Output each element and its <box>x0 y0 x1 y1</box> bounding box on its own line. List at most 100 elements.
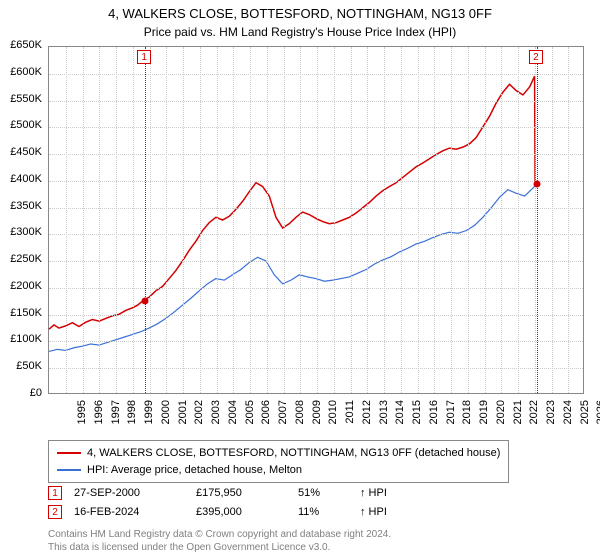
grid-line-h <box>49 208 583 209</box>
grid-line-v <box>384 47 385 393</box>
x-tick-label: 1998 <box>126 400 138 430</box>
event-price: £175,950 <box>196 484 286 503</box>
grid-line-v <box>367 47 368 393</box>
grid-line-v <box>99 47 100 393</box>
event-percent: 11% <box>298 503 348 522</box>
grid-line-v <box>83 47 84 393</box>
x-tick-label: 2007 <box>277 400 289 430</box>
y-tick-label: £550K <box>0 93 42 105</box>
grid-line-v <box>150 47 151 393</box>
x-tick-label: 1996 <box>93 400 105 430</box>
y-tick-label: £50K <box>0 360 42 372</box>
x-tick-label: 2010 <box>327 400 339 430</box>
legend: 4, WALKERS CLOSE, BOTTESFORD, NOTTINGHAM… <box>48 440 509 483</box>
grid-line-v <box>518 47 519 393</box>
legend-label: 4, WALKERS CLOSE, BOTTESFORD, NOTTINGHAM… <box>87 445 500 462</box>
x-tick-label: 2022 <box>528 400 540 430</box>
event-date: 16-FEB-2024 <box>74 503 184 522</box>
x-tick-label: 2008 <box>294 400 306 430</box>
y-tick-label: £250K <box>0 253 42 265</box>
grid-line-v <box>233 47 234 393</box>
grid-line-h <box>49 234 583 235</box>
x-tick-label: 2015 <box>411 400 423 430</box>
grid-line-v <box>217 47 218 393</box>
chart-container: 4, WALKERS CLOSE, BOTTESFORD, NOTTINGHAM… <box>0 0 600 560</box>
y-tick-label: £100K <box>0 333 42 345</box>
grid-line-h <box>49 315 583 316</box>
grid-line-v <box>133 47 134 393</box>
y-tick-label: £450K <box>0 146 42 158</box>
grid-line-v <box>183 47 184 393</box>
event-row: 127-SEP-2000£175,95051%↑ HPI <box>48 484 387 503</box>
grid-line-v <box>300 47 301 393</box>
x-tick-label: 2021 <box>512 400 524 430</box>
x-tick-label: 2018 <box>461 400 473 430</box>
legend-swatch <box>57 452 81 454</box>
grid-line-v <box>485 47 486 393</box>
x-tick-label: 2023 <box>545 400 557 430</box>
event-marker-box: 2 <box>529 50 543 64</box>
grid-line-h <box>49 154 583 155</box>
x-tick-label: 2002 <box>193 400 205 430</box>
grid-line-v <box>451 47 452 393</box>
y-tick-label: £150K <box>0 307 42 319</box>
legend-swatch <box>57 469 81 471</box>
grid-line-v <box>418 47 419 393</box>
x-tick-label: 2025 <box>579 400 591 430</box>
y-tick-label: £0 <box>0 387 42 399</box>
x-tick-label: 1995 <box>76 400 88 430</box>
legend-row: 4, WALKERS CLOSE, BOTTESFORD, NOTTINGHAM… <box>57 445 500 462</box>
grid-line-v <box>535 47 536 393</box>
grid-line-h <box>49 127 583 128</box>
grid-line-h <box>49 341 583 342</box>
grid-line-v <box>284 47 285 393</box>
grid-line-h <box>49 181 583 182</box>
grid-line-h <box>49 74 583 75</box>
x-tick-label: 2013 <box>378 400 390 430</box>
event-data-point <box>142 297 149 304</box>
x-tick-label: 2026 <box>595 400 600 430</box>
legend-label: HPI: Average price, detached house, Melt… <box>87 462 302 479</box>
event-percent: 51% <box>298 484 348 503</box>
y-tick-label: £350K <box>0 200 42 212</box>
y-tick-label: £300K <box>0 226 42 238</box>
grid-line-v <box>434 47 435 393</box>
footer-attribution: Contains HM Land Registry data © Crown c… <box>48 528 391 554</box>
x-tick-label: 2020 <box>495 400 507 430</box>
chart-subtitle: Price paid vs. HM Land Registry's House … <box>0 23 600 39</box>
x-tick-label: 1997 <box>110 400 122 430</box>
grid-line-v <box>552 47 553 393</box>
grid-line-v <box>166 47 167 393</box>
footer-line: This data is licensed under the Open Gov… <box>48 541 391 554</box>
grid-line-v <box>334 47 335 393</box>
y-tick-label: £400K <box>0 173 42 185</box>
events-table: 127-SEP-2000£175,95051%↑ HPI216-FEB-2024… <box>48 484 387 521</box>
grid-line-v <box>200 47 201 393</box>
x-tick-label: 2024 <box>562 400 574 430</box>
event-price: £395,000 <box>196 503 286 522</box>
grid-line-v <box>568 47 569 393</box>
plot-area <box>48 46 584 394</box>
x-tick-label: 2009 <box>311 400 323 430</box>
x-tick-label: 2019 <box>478 400 490 430</box>
x-tick-label: 2011 <box>344 400 356 430</box>
x-tick-label: 2000 <box>160 400 172 430</box>
x-tick-label: 2005 <box>244 400 256 430</box>
x-tick-label: 2014 <box>394 400 406 430</box>
x-tick-label: 2006 <box>260 400 272 430</box>
x-tick-label: 2017 <box>445 400 457 430</box>
event-row: 216-FEB-2024£395,00011%↑ HPI <box>48 503 387 522</box>
grid-line-h <box>49 261 583 262</box>
footer-line: Contains HM Land Registry data © Crown c… <box>48 528 391 541</box>
event-data-point <box>533 180 540 187</box>
x-tick-label: 1999 <box>143 400 155 430</box>
x-tick-label: 2001 <box>177 400 189 430</box>
y-tick-label: £200K <box>0 280 42 292</box>
grid-line-v <box>351 47 352 393</box>
x-tick-label: 2012 <box>361 400 373 430</box>
x-tick-label: 2003 <box>210 400 222 430</box>
series-line <box>49 76 535 329</box>
grid-line-v <box>501 47 502 393</box>
grid-line-v <box>468 47 469 393</box>
event-marker-line <box>537 47 538 393</box>
